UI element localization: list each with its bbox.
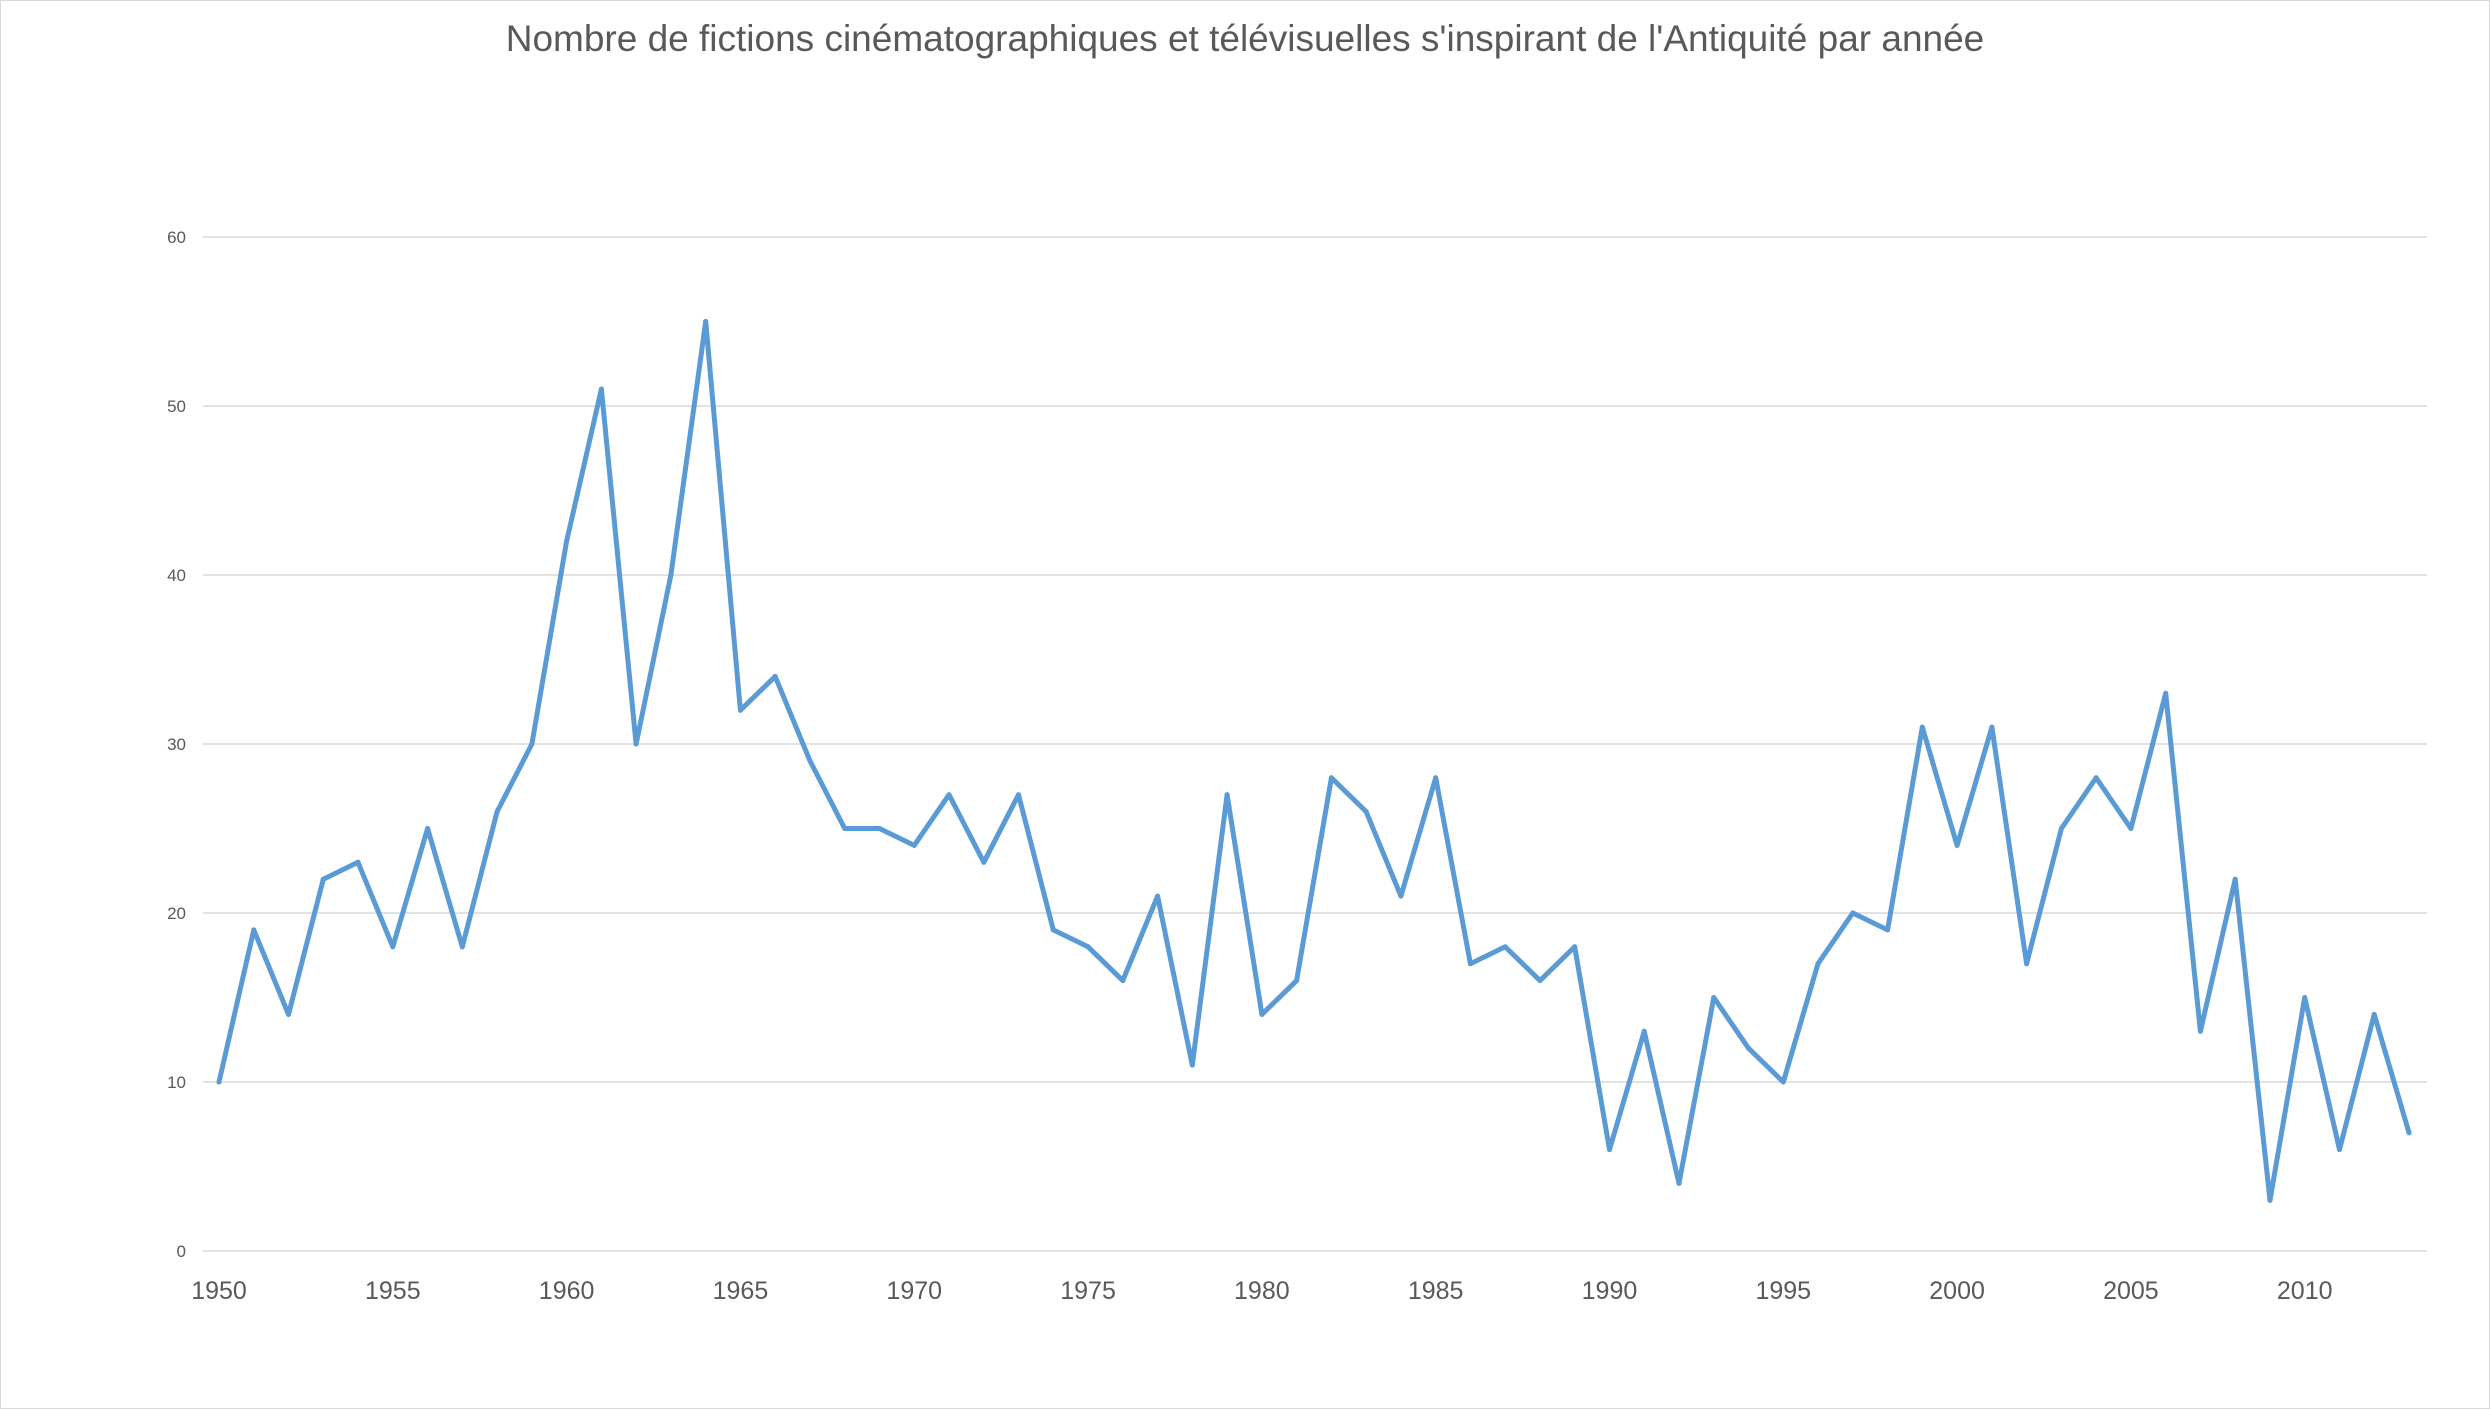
data-point-2004 [2093,775,2099,781]
data-point-1994 [1746,1045,1752,1051]
data-point-1967 [807,758,813,764]
x-tick-label: 1950 [191,1277,247,1305]
series-line [216,319,2412,1203]
y-axis-ticks: 0 10 20 30 40 50 60 [167,228,186,1261]
data-point-1998 [1885,927,1891,933]
data-point-1951 [251,927,257,933]
series-layer [216,319,2412,1203]
data-point-2002 [2024,961,2030,967]
data-point-1980 [1259,1011,1265,1017]
data-point-1995 [1780,1079,1786,1085]
data-point-1989 [1572,944,1578,950]
data-point-1976 [1120,978,1126,984]
y-tick-label: 10 [167,1073,186,1092]
gridlines [203,236,2427,1252]
y-tick-label: 30 [167,735,186,754]
data-point-1979 [1224,792,1230,798]
data-point-2012 [2371,1011,2377,1017]
y-tick-label: 60 [167,228,186,247]
data-point-1968 [842,826,848,831]
data-point-1969 [876,826,882,831]
data-point-1978 [1189,1062,1195,1068]
data-point-1960 [564,538,570,544]
y-tick-label: 40 [167,566,186,585]
data-point-1997 [1850,910,1856,916]
x-tick-label: 1990 [1582,1277,1638,1305]
data-point-1990 [1606,1147,1612,1153]
data-point-2013 [2406,1130,2412,1136]
data-point-2011 [2336,1147,2342,1153]
data-point-1985 [1433,775,1439,781]
data-point-1971 [946,792,952,798]
data-point-1965 [737,707,743,713]
x-tick-label: 1970 [886,1277,942,1305]
data-point-1975 [1085,944,1091,950]
data-point-1953 [320,876,326,882]
data-point-2003 [2058,826,2064,831]
data-point-1991 [1641,1028,1647,1034]
data-point-1961 [598,386,604,392]
data-point-1962 [633,741,639,747]
x-axis-ticks: 1950 1955 1960 1965 1970 1975 1980 1985 1990 1995… [191,1277,2332,1305]
x-tick-label: 1965 [713,1277,769,1305]
data-point-2006 [2163,690,2169,696]
data-point-2009 [2267,1197,2273,1203]
x-tick-label: 2000 [1929,1277,1985,1305]
data-point-1984 [1398,893,1404,899]
data-point-1950 [216,1079,222,1085]
data-point-1972 [981,859,987,865]
data-point-1986 [1467,961,1473,967]
y-tick-label: 20 [167,904,186,923]
data-point-1955 [390,944,396,950]
data-point-1959 [529,741,535,747]
data-point-2000 [1954,842,1960,848]
chart-title: Nombre de fictions cinématographiques et… [505,18,1985,59]
data-point-1999 [1919,724,1925,730]
data-point-1988 [1537,978,1543,984]
data-point-1974 [1050,927,1056,933]
data-point-1993 [1711,995,1717,1000]
x-tick-label: 1960 [539,1277,595,1305]
x-tick-label: 1975 [1060,1277,1116,1305]
data-point-2005 [2128,826,2134,831]
x-tick-label: 1995 [1755,1277,1811,1305]
data-point-1983 [1363,809,1369,815]
data-point-1954 [355,859,361,865]
data-point-2010 [2302,995,2308,1000]
x-tick-label: 1955 [365,1277,421,1305]
data-point-1956 [425,826,431,831]
data-point-1957 [459,944,465,950]
data-point-1981 [1294,978,1300,984]
data-point-1977 [1155,893,1161,899]
x-tick-label: 2005 [2103,1277,2159,1305]
y-tick-label: 0 [177,1242,186,1261]
data-point-1963 [668,572,674,578]
x-tick-label: 1985 [1408,1277,1464,1305]
x-tick-label: 2010 [2277,1277,2333,1305]
data-point-2008 [2232,876,2238,882]
data-point-1964 [703,319,709,324]
data-point-1982 [1328,775,1334,781]
y-tick-label: 50 [167,397,186,416]
data-point-1987 [1502,944,1508,950]
data-point-2001 [1989,724,1995,730]
data-point-1996 [1815,961,1821,967]
data-point-1958 [494,809,500,815]
data-point-1970 [911,842,917,848]
data-point-1973 [1016,792,1022,798]
x-tick-label: 1980 [1234,1277,1290,1305]
data-point-2007 [2197,1028,2203,1034]
data-point-1992 [1676,1180,1682,1186]
data-point-1952 [286,1011,292,1017]
data-point-1966 [772,673,778,679]
